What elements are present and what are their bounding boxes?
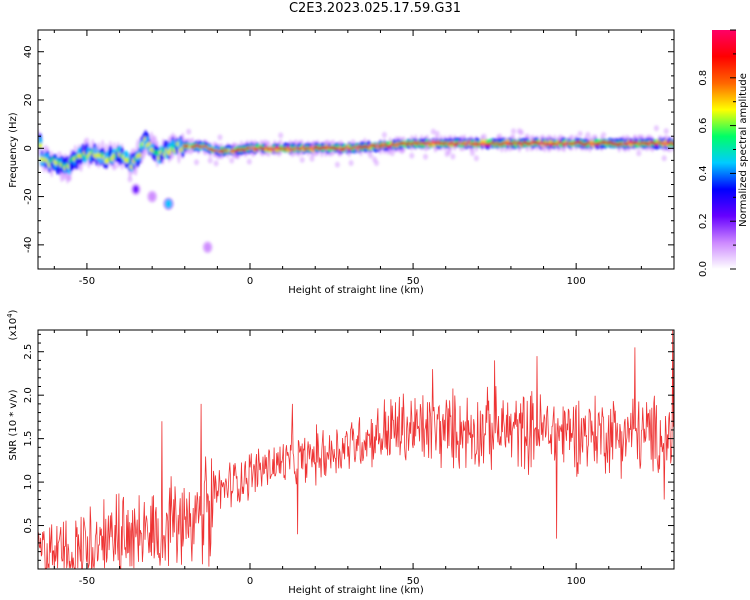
spectrogram-cell — [217, 134, 223, 141]
spectrogram-cell — [348, 160, 354, 166]
spectrogram-ticks: -50 0 50 100 -40 -20 0 20 40 — [23, 30, 675, 287]
colorbar-tick-label: 0.8 — [698, 70, 709, 86]
spectrogram-cell — [111, 164, 117, 171]
spectrogram-cell — [518, 129, 524, 136]
spectrogram-cell — [207, 157, 213, 164]
snr-ticks: -50 0 50 100 0.5 1.0 1.5 2.0 2.5 — [23, 330, 675, 587]
colorbar: 0.0 0.2 0.4 0.6 0.8 Normalized spectral ampl… — [698, 29, 749, 277]
spectrogram-xtick-label: 100 — [567, 276, 586, 287]
spectrogram-ytick-label: -20 — [23, 188, 34, 204]
spectrogram-frame — [37, 29, 675, 270]
spectrogram-cell — [585, 131, 591, 138]
snr-scale-note: (x104) — [6, 309, 19, 340]
spectrogram-blob-core — [204, 243, 211, 252]
spectrogram-xtick-label: 0 — [247, 276, 253, 287]
spectrogram-xtick-label: 50 — [407, 276, 420, 287]
colorbar-label: Normalized spectral amplitude — [738, 73, 749, 227]
spectrogram-cell — [636, 150, 642, 157]
spectrogram-cell — [84, 137, 90, 144]
spectrogram-cell — [430, 128, 436, 135]
snr-xtick-label: -50 — [79, 576, 95, 587]
snr-ytick-label: 0.5 — [23, 518, 34, 534]
snr-xtick-label: 50 — [407, 576, 420, 587]
spectrogram-cell — [235, 153, 241, 160]
colorbar-tick-label: 0.4 — [698, 165, 709, 181]
spectrogram-ytick-label: 40 — [23, 45, 34, 58]
spectrogram-blob-core — [165, 199, 172, 208]
spectrogram-cell — [661, 155, 667, 162]
colorbar-tick-label: 0.6 — [698, 118, 709, 134]
spectrogram-cell — [653, 125, 659, 132]
snr-scale-label: (x10 — [8, 318, 19, 341]
spectrogram-cell — [663, 128, 669, 135]
spectrogram-cell — [213, 160, 219, 167]
colorbar-tick-label: 0.2 — [698, 213, 709, 229]
spectrogram-cell — [524, 133, 530, 140]
spectrogram-cell — [671, 142, 674, 146]
spectrogram-xtick-label: -50 — [79, 276, 95, 287]
colorbar-tick-label: 0.0 — [698, 261, 709, 277]
colorbar-ticks: 0.0 0.2 0.4 0.6 0.8 — [698, 29, 736, 277]
spectrogram-cell — [450, 153, 456, 160]
snr-scale-close: ) — [8, 309, 19, 313]
spectrogram-cell — [186, 128, 192, 135]
spectrogram-heatmap — [38, 125, 674, 254]
spectrogram-panel: -50 0 50 100 -40 -20 0 20 40 Height of straight … — [8, 29, 675, 296]
snr-xlabel: Height of straight line (km) — [288, 585, 424, 596]
spectrogram-cell — [309, 155, 315, 162]
spectrogram-xlabel: Height of straight line (km) — [288, 285, 424, 296]
spectrogram-cell — [601, 132, 607, 138]
spectrogram-cell — [473, 155, 479, 162]
spectrogram-cell — [38, 142, 43, 149]
snr-ytick-label: 2.0 — [23, 387, 34, 403]
spectrogram-cell — [278, 132, 284, 139]
snr-xtick-label: 0 — [247, 576, 253, 587]
snr-xtick-label: 100 — [567, 576, 586, 587]
spectrogram-cells — [38, 125, 674, 254]
spectrogram-cell — [409, 152, 415, 159]
spectrogram-ylabel: Frequency (Hz) — [8, 112, 19, 188]
spectrogram-cell — [127, 176, 133, 183]
snr-series-line — [38, 330, 674, 569]
snr-ytick-label: 1.0 — [23, 474, 34, 490]
spectrogram-blob-core — [132, 185, 139, 194]
spectrogram-cell — [469, 150, 475, 157]
spectrogram-ytick-label: 0 — [23, 145, 34, 151]
spectrogram-cell — [511, 128, 516, 135]
spectrogram-cell — [374, 160, 379, 166]
snr-panel: -50 0 50 100 0.5 1.0 1.5 2.0 2.5 Height of strai… — [6, 309, 675, 596]
snr-scale-exponent: 4 — [6, 313, 14, 318]
spectrogram-cell — [246, 158, 252, 165]
spectrogram-blob-core — [149, 192, 156, 201]
colorbar-gradient — [712, 30, 736, 269]
spectrogram-cell — [334, 161, 340, 168]
spectrogram-cell — [657, 135, 663, 142]
spectrogram-ytick-label: 20 — [23, 94, 34, 107]
spectrogram-cell — [481, 133, 487, 140]
snr-ytick-label: 2.5 — [23, 344, 34, 360]
spectrogram-ytick-label: -40 — [23, 237, 34, 253]
spectrogram-cell — [381, 131, 387, 138]
snr-ytick-label: 1.5 — [23, 431, 34, 447]
spectrogram-cell — [57, 151, 62, 158]
spectrogram-cell — [194, 159, 199, 166]
spectrogram-cell — [229, 157, 235, 164]
spectrogram-cell — [577, 130, 583, 137]
spectrogram-cell — [434, 130, 440, 137]
page-title: C2E3.2023.025.17.59.G31 — [288, 1, 462, 16]
spectrogram-cell — [423, 153, 428, 160]
spectrogram-cell — [368, 152, 374, 159]
spectrogram-cell — [299, 156, 305, 163]
spectrogram-cell — [66, 175, 72, 182]
snr-ylabel: SNR (10 * v/v) — [8, 389, 19, 460]
snr-frame — [37, 329, 675, 570]
